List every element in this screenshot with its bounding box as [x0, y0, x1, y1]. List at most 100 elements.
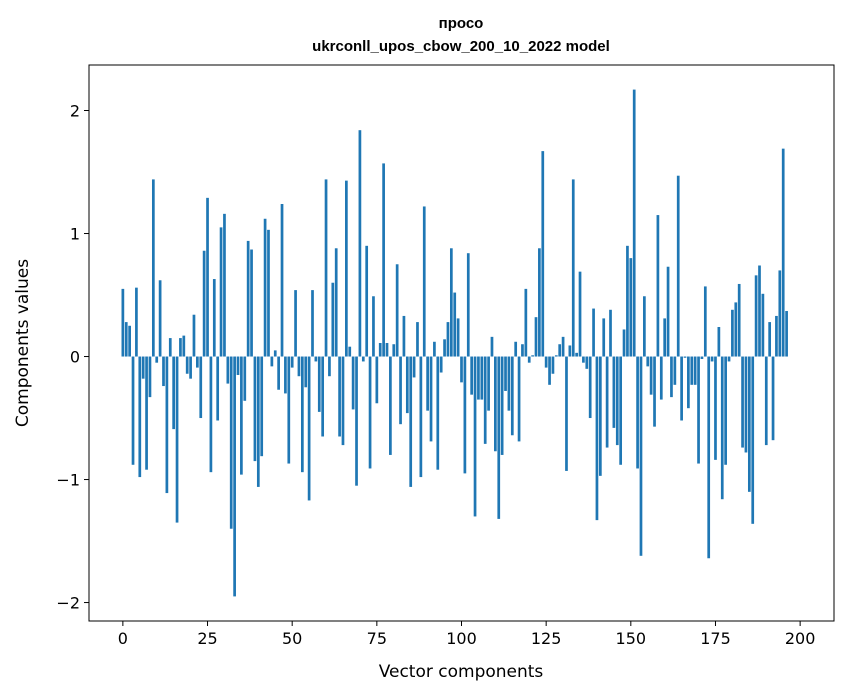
bar-95 — [443, 339, 446, 357]
bar-177 — [720, 356, 724, 500]
bar-34 — [236, 356, 240, 375]
bar-189 — [761, 293, 765, 357]
bar-176 — [717, 327, 721, 357]
bar-5 — [138, 356, 142, 478]
bar-33 — [233, 356, 236, 597]
bar-174 — [710, 356, 714, 362]
bar-103 — [470, 356, 474, 395]
bar-89 — [422, 206, 426, 357]
bar-165 — [680, 356, 683, 421]
bar-148 — [622, 329, 626, 357]
bar-75 — [375, 356, 379, 404]
bar-81 — [395, 264, 399, 357]
x-tick-label: 75 — [367, 629, 387, 648]
bar-30 — [223, 213, 226, 357]
bar-12 — [162, 356, 165, 387]
bar-186 — [751, 356, 755, 524]
bar-153 — [639, 356, 643, 556]
bar-90 — [426, 356, 429, 411]
bar-51 — [294, 290, 297, 357]
bar-156 — [649, 356, 653, 395]
bar-138 — [588, 356, 592, 419]
bar-0 — [121, 288, 125, 357]
chart-title: просо — [439, 15, 484, 32]
y-tick-label: 1 — [70, 225, 80, 244]
bar-137 — [585, 356, 589, 369]
bar-31 — [226, 356, 230, 384]
bar-8 — [148, 356, 152, 398]
bar-113 — [504, 356, 507, 391]
bar-131 — [565, 356, 568, 471]
bar-20 — [189, 356, 192, 379]
bar-102 — [466, 253, 470, 357]
y-tick-label: −2 — [56, 594, 80, 613]
bar-39 — [253, 356, 257, 462]
bar-60 — [324, 179, 328, 357]
bar-130 — [561, 336, 565, 357]
bar-69 — [355, 356, 358, 486]
bar-155 — [646, 356, 650, 367]
bar-141 — [598, 356, 602, 476]
bar-169 — [693, 356, 697, 385]
bar-99 — [456, 318, 460, 357]
y-axis-ticks: −2 −1 0 1 2 — [56, 102, 89, 613]
x-tick-label: 50 — [282, 629, 302, 648]
bar-139 — [592, 308, 595, 357]
bar-74 — [372, 296, 375, 357]
bar-3 — [131, 356, 135, 465]
bar-59 — [321, 356, 325, 437]
bar-68 — [351, 356, 355, 410]
x-tick-label: 175 — [700, 629, 731, 648]
y-tick-label: −1 — [56, 471, 80, 490]
bar-178 — [724, 356, 727, 465]
bar-47 — [280, 204, 284, 357]
bar-135 — [578, 271, 582, 357]
bar-49 — [287, 356, 291, 464]
bar-105 — [477, 356, 480, 400]
bar-17 — [179, 338, 182, 357]
bar-147 — [619, 356, 623, 465]
bar-9 — [151, 179, 155, 357]
bar-114 — [507, 356, 511, 411]
bar-88 — [419, 356, 423, 478]
bar-94 — [439, 356, 443, 373]
bar-72 — [365, 245, 369, 357]
bar-183 — [741, 356, 744, 448]
bar-101 — [463, 356, 467, 474]
bar-170 — [697, 356, 700, 464]
bar-80 — [392, 344, 396, 357]
bar-100 — [460, 356, 463, 383]
bar-124 — [541, 151, 545, 357]
bar-190 — [764, 356, 768, 446]
bar-120 — [527, 356, 531, 363]
bar-196 — [785, 311, 788, 357]
bar-series — [121, 89, 788, 597]
bar-79 — [389, 356, 392, 455]
bar-134 — [575, 352, 578, 357]
x-axis-ticks: 0 25 50 75 100 125 150 175 200 — [118, 621, 815, 648]
bar-116 — [514, 341, 518, 357]
bar-118 — [521, 344, 524, 357]
bar-181 — [734, 302, 738, 357]
bar-42 — [263, 218, 267, 357]
bar-40 — [256, 356, 260, 487]
bar-19 — [185, 356, 189, 374]
bar-166 — [683, 356, 687, 358]
bar-106 — [480, 356, 484, 400]
bar-13 — [165, 356, 169, 494]
bar-50 — [290, 356, 294, 368]
bar-122 — [534, 317, 538, 357]
bar-110 — [494, 356, 497, 452]
bar-18 — [182, 335, 186, 357]
bar-104 — [473, 356, 477, 517]
bar-84 — [405, 356, 409, 414]
bar-158 — [656, 215, 660, 357]
y-tick-label: 0 — [70, 348, 80, 367]
bar-1 — [124, 322, 128, 357]
bar-62 — [331, 282, 335, 357]
bar-132 — [568, 345, 572, 357]
bar-162 — [670, 356, 673, 398]
bar-126 — [548, 356, 551, 385]
bar-151 — [632, 89, 636, 357]
